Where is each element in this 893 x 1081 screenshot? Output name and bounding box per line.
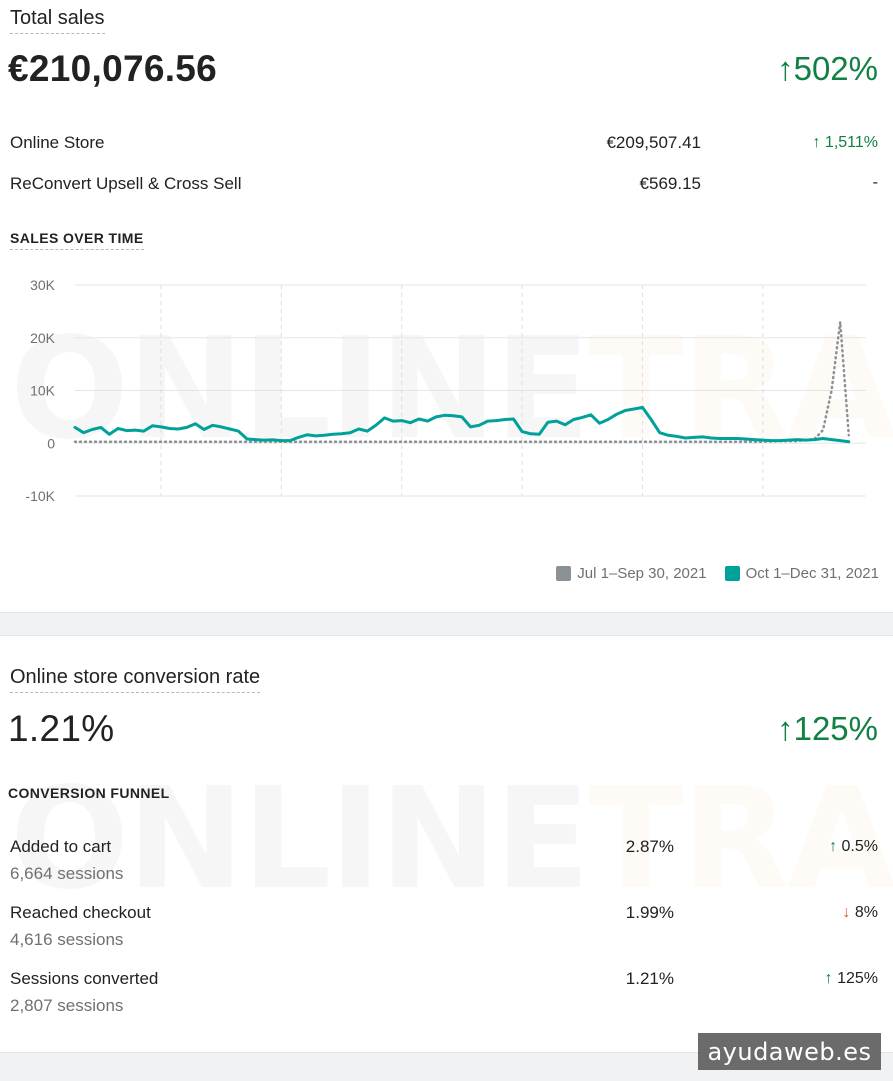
- y-tick-label: 0: [47, 435, 55, 451]
- funnel-value-added-to-cart: 2.87%: [625, 837, 674, 856]
- x-tick-label: Oct 11: [139, 516, 182, 518]
- conversion-value: 1.21%: [8, 708, 115, 749]
- channel-change-reconvert: -: [872, 174, 878, 191]
- funnel-change-sessions-converted: ↑ 125%: [824, 970, 878, 987]
- arrow-up-icon: ↑: [829, 838, 838, 855]
- total-sales-change: ↑502%: [777, 50, 878, 87]
- arrow-down-icon: ↓: [842, 904, 851, 921]
- total-sales-title[interactable]: Total sales: [10, 7, 105, 34]
- sales-over-time-chart: 30K 20K 10K 0 -10K Oct 11 Oct 25 Nov 8 Nov 22 Dec…: [25, 277, 866, 518]
- chart-legend: Jul 1–Sep 30, 2021 Oct 1–Dec 31, 2021: [556, 565, 879, 582]
- funnel-label-reached-checkout: Reached checkout: [10, 903, 151, 922]
- y-tick-label: 30K: [30, 277, 56, 293]
- funnel-sessions-reached-checkout: 4,616 sessions: [10, 930, 124, 949]
- arrow-up-icon: ↑: [812, 134, 821, 151]
- total-sales-card: Total sales €210,076.56 ↑502% Online Sto…: [8, 7, 879, 582]
- funnel-label-added-to-cart: Added to cart: [10, 837, 112, 856]
- funnel-value-sessions-converted: 1.21%: [625, 969, 674, 988]
- legend-swatch-current: [724, 566, 740, 581]
- x-tick-label: Dec 6: [623, 516, 662, 518]
- funnel-label-sessions-converted: Sessions converted: [10, 969, 159, 988]
- conversion-change: ↑125%: [777, 710, 878, 747]
- conversion-card: Online store conversion rate 1.21% ↑125%…: [0, 635, 893, 1050]
- channel-label-online-store[interactable]: Online Store: [10, 133, 105, 152]
- y-tick-label: 10K: [30, 383, 56, 399]
- channel-label-reconvert[interactable]: ReConvert Upsell & Cross Sell: [10, 174, 242, 193]
- sales-over-time-title[interactable]: SALES OVER TIME: [10, 230, 144, 250]
- arrow-up-icon: ↑: [824, 970, 833, 987]
- arrow-up-icon: ↑: [777, 50, 794, 87]
- x-tick-label: Oct 25: [259, 516, 303, 518]
- series-line-previous-period: [73, 320, 851, 443]
- total-sales-value: €210,076.56: [8, 48, 218, 89]
- funnel-sessions-added-to-cart: 6,664 sessions: [10, 864, 124, 883]
- legend-label-current[interactable]: Oct 1–Dec 31, 2021: [745, 565, 879, 582]
- funnel-value-reached-checkout: 1.99%: [625, 903, 674, 922]
- funnel-change-reached-checkout: ↓ 8%: [842, 904, 878, 921]
- channel-value-reconvert: €569.15: [639, 174, 701, 193]
- conversion-funnel-title: CONVERSION FUNNEL: [8, 785, 170, 801]
- x-tick-label: Dec 20: [739, 516, 787, 518]
- x-tick-label: Nov 8: [382, 516, 421, 518]
- conversion-title[interactable]: Online store conversion rate: [10, 666, 261, 693]
- channel-change-online-store: ↑ 1,511%: [812, 134, 878, 151]
- arrow-up-icon: ↑: [777, 710, 794, 747]
- y-tick-label: -10K: [25, 488, 55, 504]
- funnel-change-added-to-cart: ↑ 0.5%: [829, 838, 878, 855]
- legend-label-previous[interactable]: Jul 1–Sep 30, 2021: [577, 565, 707, 582]
- funnel-sessions-sessions-converted: 2,807 sessions: [10, 996, 124, 1015]
- card-divider: [0, 612, 893, 636]
- source-watermark-badge: ayudaweb.es: [698, 1033, 881, 1070]
- series-line-current-period: [73, 405, 851, 444]
- channel-value-online-store: €209,507.41: [606, 133, 701, 152]
- x-tick-label: Nov 22: [498, 516, 546, 518]
- legend-swatch-previous: [556, 566, 572, 581]
- y-tick-label: 20K: [30, 330, 56, 346]
